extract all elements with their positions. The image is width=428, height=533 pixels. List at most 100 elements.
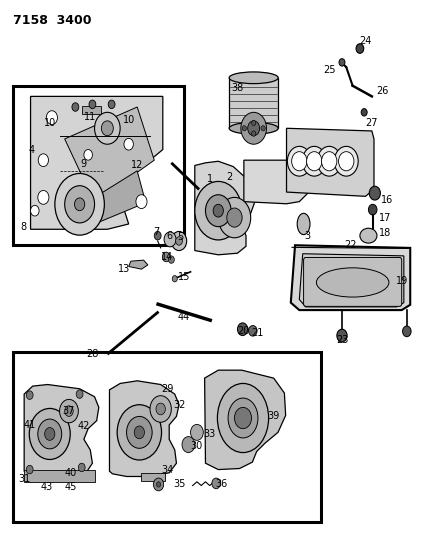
- Circle shape: [74, 198, 85, 211]
- Circle shape: [117, 405, 161, 460]
- Text: 10: 10: [44, 118, 56, 128]
- Text: 3: 3: [305, 231, 311, 241]
- Text: 6: 6: [166, 231, 172, 241]
- Circle shape: [162, 252, 170, 262]
- Circle shape: [175, 237, 182, 245]
- Polygon shape: [244, 160, 308, 204]
- Circle shape: [302, 147, 326, 176]
- Text: 40: 40: [65, 468, 77, 478]
- Circle shape: [242, 126, 247, 131]
- Text: 31: 31: [18, 474, 30, 484]
- Circle shape: [182, 437, 195, 453]
- Circle shape: [252, 131, 256, 136]
- Circle shape: [26, 465, 33, 474]
- Text: 16: 16: [380, 195, 393, 205]
- Text: 35: 35: [173, 480, 185, 489]
- Bar: [229, 78, 278, 128]
- Polygon shape: [286, 128, 374, 196]
- Circle shape: [195, 181, 242, 240]
- Circle shape: [78, 463, 85, 472]
- Circle shape: [150, 395, 171, 422]
- Text: 8: 8: [20, 222, 27, 232]
- Circle shape: [101, 121, 113, 136]
- Circle shape: [124, 139, 134, 150]
- Text: 18: 18: [378, 228, 391, 238]
- Circle shape: [238, 323, 248, 336]
- Polygon shape: [86, 171, 146, 224]
- Circle shape: [248, 121, 260, 136]
- Circle shape: [212, 478, 220, 489]
- Circle shape: [38, 154, 48, 166]
- Circle shape: [164, 232, 176, 247]
- Polygon shape: [30, 96, 163, 229]
- Circle shape: [72, 103, 79, 111]
- Polygon shape: [129, 260, 148, 269]
- Text: 34: 34: [161, 465, 173, 474]
- Text: 38: 38: [232, 83, 244, 93]
- Circle shape: [227, 208, 242, 227]
- Polygon shape: [65, 107, 154, 203]
- Circle shape: [339, 59, 345, 66]
- Circle shape: [156, 403, 165, 415]
- Text: 4: 4: [28, 144, 35, 155]
- Text: 9: 9: [81, 159, 87, 169]
- Circle shape: [261, 126, 265, 131]
- Text: 28: 28: [86, 349, 98, 359]
- Text: 29: 29: [161, 384, 173, 394]
- Text: 14: 14: [161, 252, 173, 262]
- Text: 25: 25: [323, 65, 336, 75]
- Text: 27: 27: [366, 118, 378, 128]
- Circle shape: [65, 185, 95, 223]
- Circle shape: [205, 195, 231, 227]
- Circle shape: [55, 173, 104, 235]
- Circle shape: [108, 100, 115, 109]
- Text: 33: 33: [204, 430, 216, 440]
- Circle shape: [153, 478, 163, 491]
- Circle shape: [65, 406, 73, 416]
- Text: 45: 45: [65, 482, 77, 492]
- Text: 12: 12: [131, 160, 143, 171]
- Ellipse shape: [217, 383, 269, 453]
- Bar: [142, 473, 165, 481]
- Circle shape: [127, 416, 152, 448]
- Circle shape: [369, 186, 380, 200]
- Polygon shape: [110, 381, 179, 477]
- Circle shape: [38, 190, 49, 204]
- Text: 11: 11: [84, 111, 96, 122]
- Text: 1: 1: [207, 174, 213, 184]
- Circle shape: [213, 204, 223, 217]
- Text: 30: 30: [191, 441, 203, 451]
- Ellipse shape: [297, 213, 310, 235]
- Polygon shape: [205, 370, 285, 470]
- Text: 36: 36: [216, 480, 228, 489]
- Circle shape: [45, 427, 55, 440]
- Ellipse shape: [360, 228, 377, 243]
- Circle shape: [26, 391, 33, 399]
- Circle shape: [156, 482, 160, 487]
- Text: 39: 39: [268, 411, 280, 422]
- Text: 26: 26: [376, 86, 389, 96]
- Text: 23: 23: [336, 335, 348, 345]
- Circle shape: [287, 147, 311, 176]
- Ellipse shape: [228, 398, 258, 438]
- Text: 42: 42: [78, 421, 90, 431]
- Bar: [14, 352, 321, 522]
- Circle shape: [339, 152, 354, 171]
- Polygon shape: [291, 245, 410, 310]
- Circle shape: [241, 112, 267, 144]
- Circle shape: [252, 120, 256, 126]
- Circle shape: [291, 152, 307, 171]
- Ellipse shape: [316, 268, 389, 297]
- Text: 44: 44: [178, 312, 190, 322]
- Circle shape: [46, 111, 57, 125]
- Circle shape: [356, 44, 364, 53]
- Circle shape: [218, 197, 251, 238]
- Ellipse shape: [229, 123, 278, 134]
- Text: 10: 10: [122, 115, 135, 125]
- Bar: [14, 86, 184, 245]
- Text: 41: 41: [24, 420, 36, 430]
- Text: 20: 20: [237, 326, 249, 336]
- Circle shape: [154, 231, 161, 240]
- Text: 15: 15: [178, 272, 190, 282]
- Text: 37: 37: [62, 406, 74, 416]
